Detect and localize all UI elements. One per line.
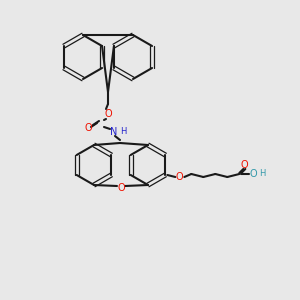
Text: O: O bbox=[84, 123, 92, 133]
Text: O: O bbox=[104, 109, 112, 119]
Text: O: O bbox=[176, 172, 183, 182]
Text: O: O bbox=[241, 160, 248, 170]
Text: N: N bbox=[110, 127, 118, 137]
Text: O: O bbox=[250, 169, 257, 179]
Text: O: O bbox=[117, 183, 125, 193]
Text: H: H bbox=[259, 169, 266, 178]
Text: H: H bbox=[120, 128, 126, 136]
